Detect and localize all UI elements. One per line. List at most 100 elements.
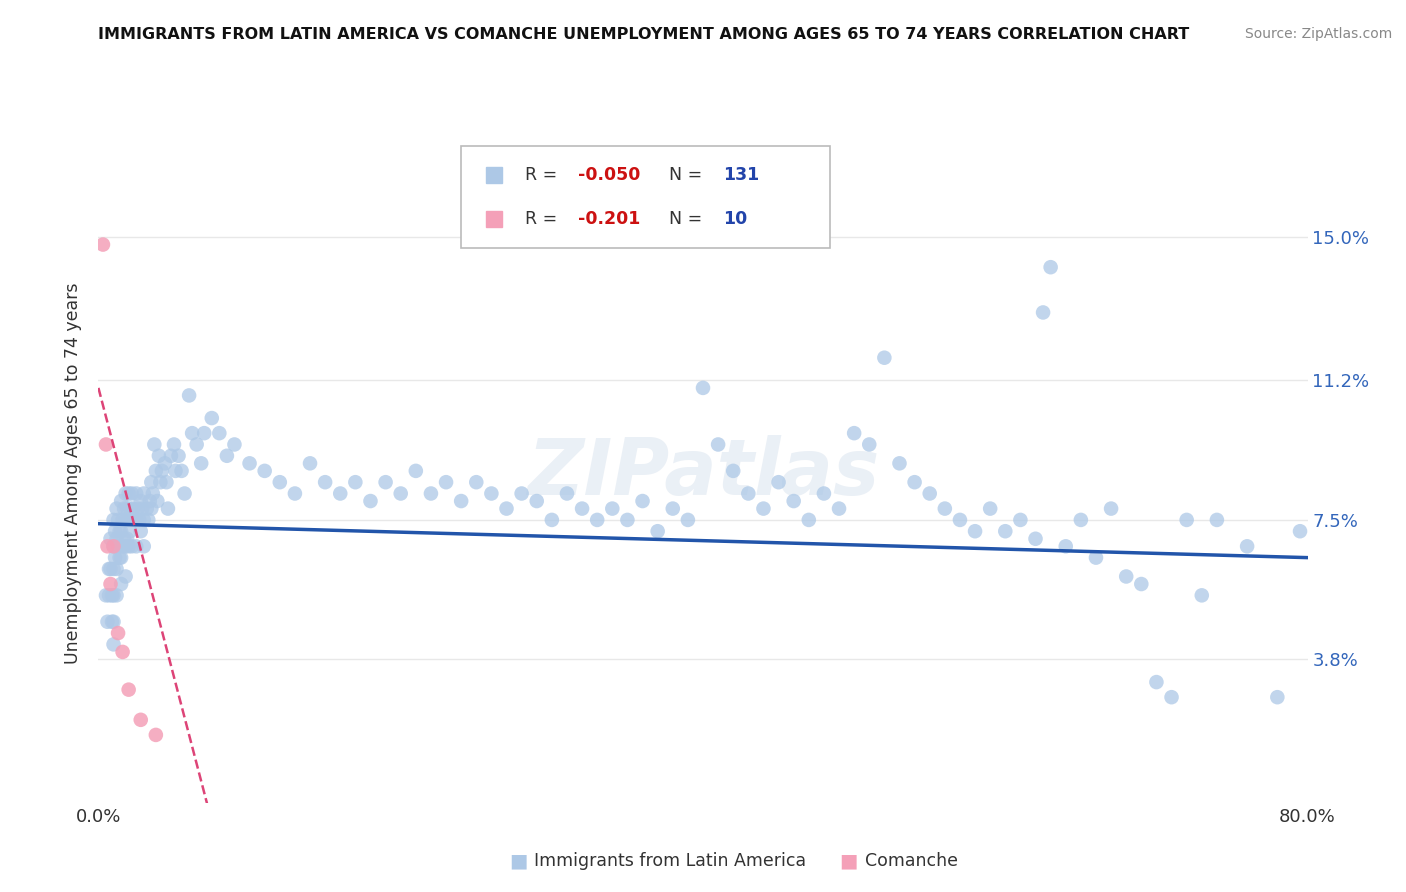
Point <box>797 513 820 527</box>
Text: R =: R = <box>526 166 562 184</box>
Point <box>136 513 159 527</box>
Point <box>692 381 714 395</box>
Point <box>129 524 152 539</box>
Point <box>858 437 880 451</box>
Point <box>1130 577 1153 591</box>
Point <box>949 513 972 527</box>
Text: 131: 131 <box>724 166 759 184</box>
Text: N =: N = <box>658 166 709 184</box>
Point <box>510 486 533 500</box>
Point <box>647 524 669 539</box>
Point <box>100 562 122 576</box>
Point <box>141 475 163 490</box>
Point <box>96 539 118 553</box>
Point <box>103 637 125 651</box>
Point <box>181 426 204 441</box>
Point <box>94 588 117 602</box>
Point <box>828 501 851 516</box>
Point <box>103 562 125 576</box>
Point <box>329 486 352 500</box>
Point <box>129 713 152 727</box>
FancyBboxPatch shape <box>461 146 830 248</box>
Point <box>555 486 578 500</box>
Point <box>145 728 167 742</box>
Point <box>120 524 142 539</box>
Point <box>314 475 336 490</box>
Point <box>768 475 790 490</box>
Point <box>1236 539 1258 553</box>
Point <box>104 550 127 565</box>
Point <box>103 539 125 553</box>
Point <box>112 501 135 516</box>
Point <box>127 501 149 516</box>
Point <box>783 494 806 508</box>
Point <box>1085 550 1108 565</box>
Point <box>179 388 201 402</box>
Point <box>156 501 179 516</box>
Point <box>118 513 141 527</box>
Point <box>91 237 114 252</box>
Point <box>284 486 307 500</box>
Point <box>707 437 730 451</box>
Point <box>105 532 128 546</box>
Point <box>124 513 146 527</box>
Point <box>114 539 136 553</box>
Point <box>1191 588 1213 602</box>
Point <box>112 532 135 546</box>
Point <box>269 475 291 490</box>
Point <box>662 501 685 516</box>
Point <box>149 475 172 490</box>
Point <box>465 475 488 490</box>
Point <box>139 494 162 508</box>
Point <box>737 486 759 500</box>
Point <box>150 464 173 478</box>
Point <box>100 577 122 591</box>
Point <box>111 645 134 659</box>
Point <box>344 475 367 490</box>
Point <box>141 501 163 516</box>
Point <box>1289 524 1312 539</box>
Point <box>131 501 153 516</box>
Point <box>163 437 186 451</box>
Point <box>994 524 1017 539</box>
Y-axis label: Unemployment Among Ages 65 to 74 years: Unemployment Among Ages 65 to 74 years <box>65 282 83 664</box>
Point <box>253 464 276 478</box>
Point <box>105 588 128 602</box>
Text: ■: ■ <box>509 851 527 871</box>
Point <box>186 437 208 451</box>
Point <box>135 501 157 516</box>
Point <box>111 539 134 553</box>
Text: R =: R = <box>526 211 562 228</box>
Point <box>1144 675 1167 690</box>
Point <box>153 456 176 470</box>
Point <box>616 513 638 527</box>
Point <box>129 494 152 508</box>
Point <box>128 513 150 527</box>
Text: 10: 10 <box>724 211 748 228</box>
Point <box>1175 513 1198 527</box>
Point <box>1024 532 1046 546</box>
Point <box>111 513 134 527</box>
Point <box>979 501 1001 516</box>
Point <box>631 494 654 508</box>
Point <box>170 464 193 478</box>
Point <box>105 562 128 576</box>
Point <box>165 464 187 478</box>
Point <box>1115 569 1137 583</box>
Point <box>94 437 117 451</box>
Point <box>965 524 987 539</box>
Point <box>173 486 195 500</box>
Point <box>114 486 136 500</box>
Point <box>1054 539 1077 553</box>
Point <box>145 464 167 478</box>
Text: IMMIGRANTS FROM LATIN AMERICA VS COMANCHE UNEMPLOYMENT AMONG AGES 65 TO 74 YEARS: IMMIGRANTS FROM LATIN AMERICA VS COMANCH… <box>98 27 1189 42</box>
Point <box>201 411 224 425</box>
Point <box>110 577 132 591</box>
Point <box>167 449 190 463</box>
Point <box>121 486 143 500</box>
Point <box>114 513 136 527</box>
Text: Source: ZipAtlas.com: Source: ZipAtlas.com <box>1244 27 1392 41</box>
Point <box>104 524 127 539</box>
Point <box>118 539 141 553</box>
Text: -0.201: -0.201 <box>578 211 641 228</box>
